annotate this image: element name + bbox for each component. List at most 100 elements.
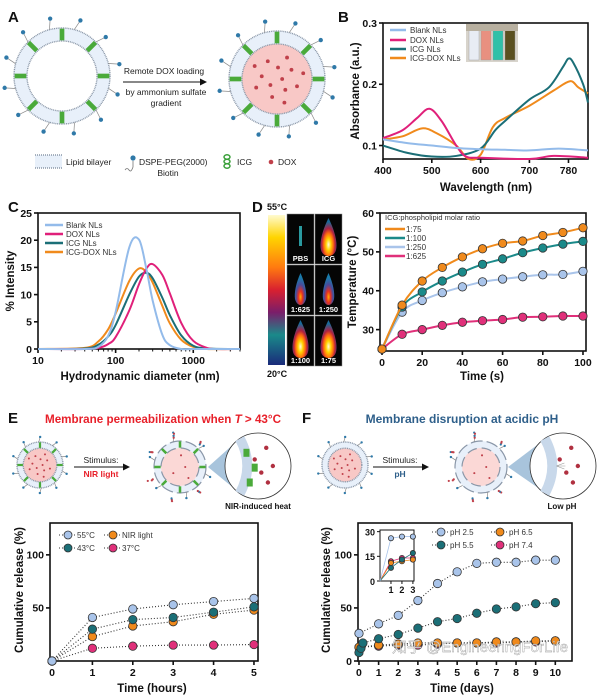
- legend-label: pH 2.5: [450, 528, 474, 537]
- biotin-head: [38, 435, 42, 439]
- dox-molecule: [569, 445, 574, 451]
- dox-molecule: [172, 472, 175, 475]
- series-blank-nls: [37, 236, 240, 351]
- series-icg-dox-nls: [37, 267, 241, 351]
- dox-molecule: [265, 59, 270, 64]
- outer-leaflet: [16, 441, 64, 489]
- data-point: [437, 320, 447, 330]
- dox-molecule: [346, 464, 349, 466]
- data-point: [87, 624, 98, 634]
- dox-molecule: [184, 465, 187, 469]
- inner-leaflet: [160, 447, 200, 487]
- dox-molecule: [265, 480, 271, 485]
- dox-molecule: [36, 472, 39, 475]
- series-blank-nls: [382, 138, 589, 152]
- scale-max-label: 55°C: [267, 202, 288, 212]
- data-point: [531, 636, 541, 646]
- zoomed-membrane: [540, 436, 558, 496]
- biotin-head: [16, 112, 21, 118]
- zoom-caption-e: NIR-induced heat: [225, 502, 291, 511]
- biotin-head: [360, 486, 363, 489]
- inner-leaflet: [241, 43, 313, 115]
- intact-liposome-diagram: [12, 435, 68, 495]
- chart-e-xlabel: Time (hours): [117, 683, 187, 695]
- lipid-bilayer-ring: [455, 441, 508, 494]
- data-point: [472, 638, 482, 648]
- series-ph-6-5: [379, 556, 416, 582]
- lipid-bilayer-ring: [322, 442, 369, 489]
- icg-molecule: [23, 476, 29, 482]
- biotin-head: [503, 444, 506, 448]
- biotin-head: [117, 61, 122, 67]
- data-point: [413, 638, 423, 648]
- x-tick-label: 3: [410, 585, 415, 595]
- outer-leaflet: [153, 440, 207, 494]
- dox-molecule: [254, 85, 259, 90]
- arrow-text-line1: Remote DOX loading: [124, 66, 205, 76]
- data-point: [398, 533, 405, 540]
- dox-molecule: [301, 71, 306, 76]
- data-point: [437, 276, 447, 286]
- dox-molecule: [344, 458, 347, 461]
- data-point: [437, 262, 447, 273]
- biotin-head: [317, 454, 320, 458]
- legend-marker: [436, 527, 446, 537]
- released-dox: [151, 451, 154, 454]
- dox-molecule: [179, 454, 183, 457]
- y-tick-label: 10: [20, 289, 32, 301]
- x-tick-label: 4: [211, 667, 217, 679]
- data-point: [417, 287, 427, 297]
- released-dox: [170, 497, 173, 500]
- heat-signal: [292, 320, 309, 358]
- series-dox-nls: [382, 107, 589, 161]
- data-point: [558, 311, 568, 321]
- y-tick-label: 15: [365, 552, 375, 562]
- heat-signal: [320, 218, 337, 256]
- legend-label: 1:625: [406, 252, 427, 261]
- dox-molecule: [353, 467, 356, 470]
- data-point: [393, 610, 403, 620]
- data-point: [457, 267, 467, 277]
- x-tick-label: 80: [537, 357, 549, 369]
- x-tick-label: 60: [497, 357, 509, 369]
- dox-molecule: [283, 87, 288, 92]
- biotin-head: [22, 486, 25, 489]
- y-tick-label: 50: [32, 603, 44, 615]
- dox-molecule: [485, 465, 488, 469]
- dox-molecule: [336, 462, 339, 465]
- thermal-color-scale: 55°C 20°C: [267, 202, 288, 379]
- dox-molecule: [341, 472, 344, 475]
- y-tick-label: 50: [362, 247, 374, 259]
- x-tick-label: 100: [107, 355, 125, 367]
- legend-label: DOX NLs: [410, 36, 444, 45]
- biotin-head: [486, 496, 489, 500]
- y-tick-label: 100: [334, 550, 352, 562]
- data-point: [518, 272, 528, 282]
- data-point: [477, 244, 488, 254]
- arrow-text-line3: gradient: [151, 98, 182, 108]
- data-point: [491, 604, 502, 614]
- biotin-head: [318, 37, 323, 43]
- legend: pH 2.5 pH 5.5 pH 6.5 pH 7.4: [432, 527, 533, 550]
- panel-label-b: B: [338, 9, 349, 26]
- thermal-image-label: ICG: [322, 254, 336, 263]
- series-line: [51, 609, 255, 662]
- legend-label: 1:75: [406, 225, 422, 234]
- y-tick-label: 30: [365, 527, 375, 537]
- series-line: [382, 138, 589, 152]
- data-point: [409, 533, 416, 540]
- inner-leaflet: [327, 447, 363, 483]
- biotin-head: [327, 441, 330, 444]
- disrupted-liposome-diagram: [447, 431, 518, 503]
- data-point: [578, 223, 588, 233]
- icg-molecule: [23, 448, 29, 454]
- title-text: Membrane permeabilization when: [45, 414, 235, 426]
- series-line: [379, 559, 413, 582]
- series-1-75: [377, 223, 588, 354]
- released-dox: [196, 489, 199, 493]
- y-tick-label: 0.3: [362, 18, 377, 30]
- panel-e-title: Membrane permeabilization when T > 43°C: [45, 414, 281, 426]
- data-point: [417, 325, 427, 335]
- legend-label: pH 5.5: [450, 541, 474, 550]
- legend-label: 55°C: [77, 531, 95, 540]
